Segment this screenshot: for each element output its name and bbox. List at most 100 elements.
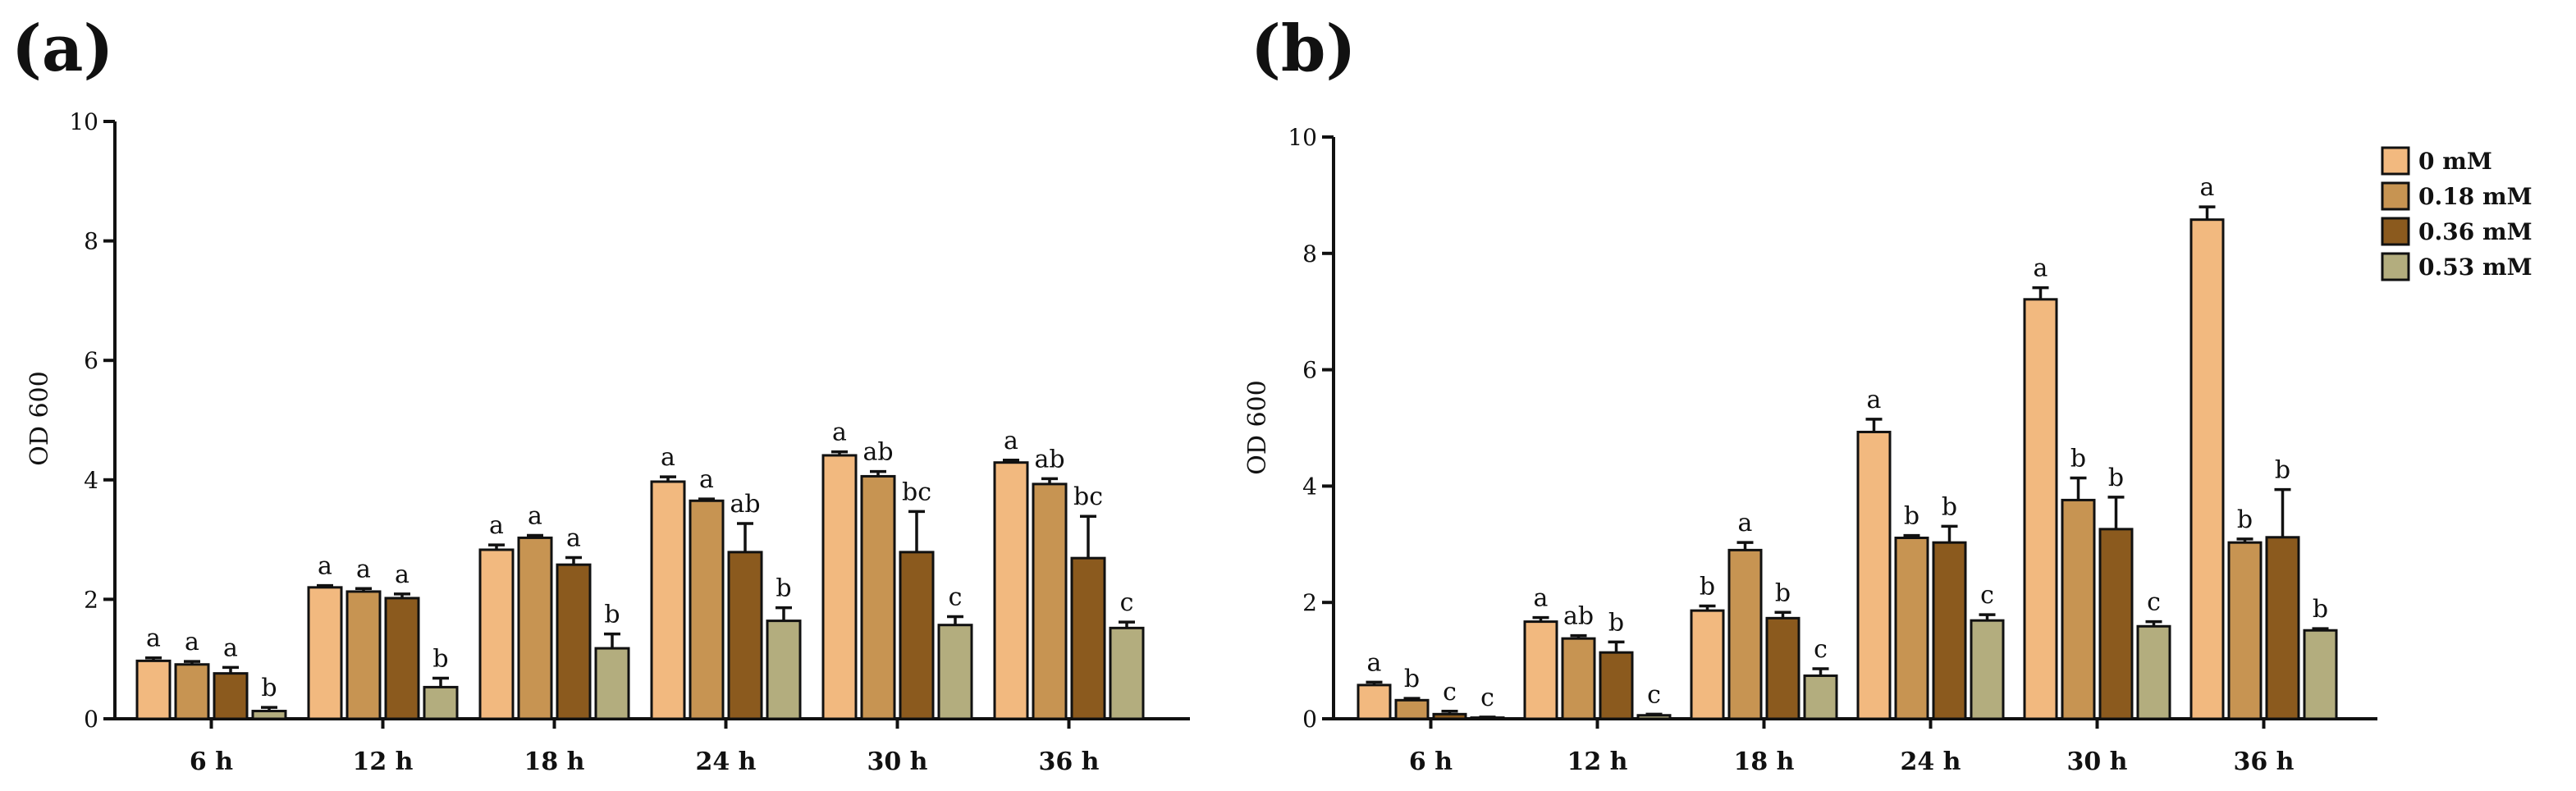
significance-label: a — [185, 628, 199, 656]
y-tick-label: 8 — [1302, 240, 1317, 267]
significance-label: a — [146, 624, 161, 653]
y-tick-label: 10 — [69, 108, 98, 135]
bar — [1109, 626, 1145, 720]
y-tick-label: 2 — [1302, 589, 1317, 616]
significance-label: c — [1980, 581, 1994, 610]
significance-label: a — [1367, 648, 1382, 677]
significance-label: a — [2200, 173, 2215, 202]
bar — [650, 480, 686, 720]
legend-swatch — [2381, 146, 2410, 176]
significance-label: b — [604, 601, 620, 629]
y-tick-label: 0 — [1302, 706, 1317, 733]
significance-label: a — [395, 560, 410, 589]
significance-label: b — [2313, 595, 2328, 624]
x-tick-label: 12 h — [352, 748, 413, 776]
bar — [1727, 548, 1763, 720]
significance-label: bc — [902, 478, 931, 506]
bar — [821, 454, 858, 720]
y-tick-label: 10 — [1288, 124, 1317, 151]
bar — [135, 659, 172, 720]
significance-label: a — [1867, 386, 1882, 414]
x-tick-label: 30 h — [2066, 748, 2127, 776]
x-tick-label: 12 h — [1567, 748, 1627, 776]
significance-label: ab — [1563, 602, 1594, 631]
significance-label: b — [1404, 665, 1420, 693]
bar — [2303, 629, 2338, 720]
legend-swatch — [2381, 217, 2410, 246]
bar — [1765, 616, 1800, 720]
significance-label: c — [1120, 588, 1134, 617]
bar — [727, 551, 763, 720]
significance-label: a — [1004, 427, 1018, 455]
bar — [478, 548, 515, 720]
bar — [2136, 624, 2171, 720]
panel-label-a: (a) — [11, 11, 113, 86]
significance-label: a — [1738, 509, 1753, 537]
x-tick-label: 30 h — [867, 748, 927, 776]
bar — [384, 597, 420, 720]
bar — [689, 499, 725, 720]
bar — [1394, 698, 1430, 720]
bar — [860, 474, 896, 720]
significance-label: a — [223, 633, 238, 662]
y-tick-label: 6 — [84, 347, 98, 374]
bar — [993, 461, 1029, 720]
bar — [307, 586, 343, 720]
x-tick-label: 6 h — [190, 748, 233, 776]
significance-label: a — [832, 418, 847, 447]
bar — [2189, 218, 2225, 720]
significance-label: a — [528, 502, 542, 531]
significance-label: b — [261, 674, 277, 702]
y-tick-label: 4 — [84, 467, 98, 494]
significance-label: c — [1480, 684, 1494, 712]
legend-label: 0.36 mM — [2418, 218, 2533, 245]
significance-label: a — [1534, 584, 1549, 613]
bar — [594, 647, 630, 720]
significance-label: b — [776, 574, 791, 603]
x-tick-label: 36 h — [1038, 748, 1099, 776]
x-tick-label: 36 h — [2233, 748, 2294, 776]
bar — [937, 624, 973, 720]
bar — [1894, 537, 1929, 720]
y-axis-label: OD 600 — [25, 371, 54, 465]
bar — [174, 663, 210, 720]
legend-label: 0 mM — [2418, 148, 2492, 175]
bar — [2265, 536, 2300, 720]
significance-label: b — [1904, 502, 1919, 531]
y-tick-label: 4 — [1302, 473, 1317, 500]
bar — [899, 551, 935, 720]
bar — [1636, 714, 1672, 720]
significance-label: ab — [730, 490, 760, 519]
y-axis-label: OD 600 — [1243, 380, 1272, 474]
legend-swatch — [2381, 252, 2410, 281]
y-tick-label: 8 — [84, 228, 98, 255]
bar — [556, 563, 592, 720]
bar — [2227, 541, 2263, 720]
significance-label: b — [2237, 505, 2253, 534]
bar — [1932, 541, 1967, 720]
x-tick-label: 18 h — [524, 748, 584, 776]
significance-label: ab — [1034, 445, 1064, 473]
bar — [251, 710, 287, 720]
significance-label: c — [1647, 680, 1661, 709]
bar — [213, 672, 249, 720]
significance-label: c — [1814, 635, 1828, 664]
significance-label: bc — [1073, 482, 1103, 511]
bar — [1032, 482, 1068, 720]
panel-label-b: (b) — [1251, 11, 1356, 86]
bar — [2061, 498, 2096, 720]
x-tick-label: 18 h — [1733, 748, 1794, 776]
x-tick-label: 6 h — [1409, 748, 1453, 776]
significance-label: b — [2275, 456, 2290, 485]
significance-label: b — [2108, 464, 2124, 492]
bar — [2023, 298, 2058, 720]
legend-label: 0.53 mM — [2418, 254, 2533, 281]
bar — [1357, 684, 1392, 720]
significance-label: a — [2034, 254, 2048, 283]
legend-label: 0.18 mM — [2418, 183, 2533, 210]
y-tick-label: 0 — [84, 706, 98, 733]
x-tick-label: 24 h — [1900, 748, 1961, 776]
bar — [1070, 556, 1106, 720]
